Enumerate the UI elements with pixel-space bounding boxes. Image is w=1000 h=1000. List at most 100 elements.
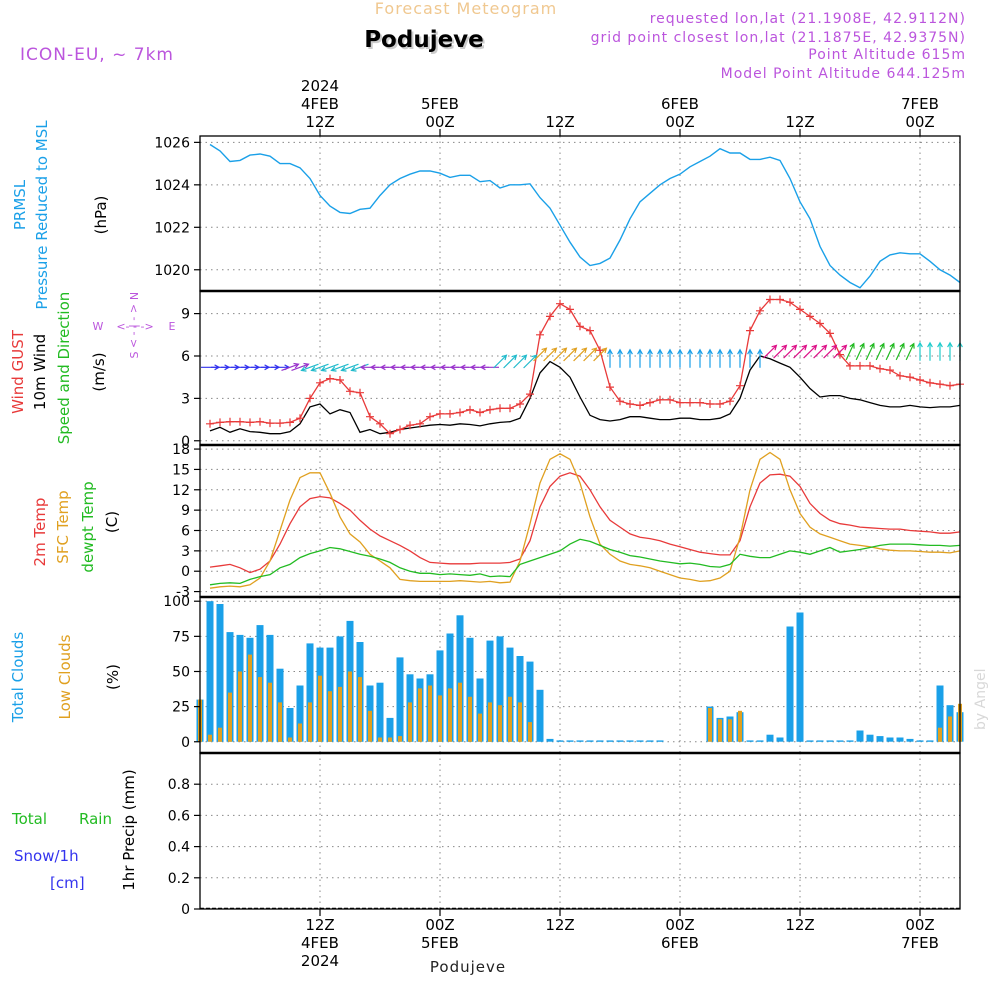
requested-coords: requested lon,lat (21.1908E, 42.9112N) [650,11,966,27]
gust-marker [526,390,534,399]
grid-lines [200,136,960,910]
gust-marker [946,381,954,390]
y-tick-label: 3 [181,391,190,407]
gust-marker [206,419,214,428]
low-cloud-bar [528,722,532,742]
x-tick-label-bottom: 5FEB [421,934,459,952]
panel-frame-temperature [199,444,961,598]
panel-frame-clouds [199,596,961,754]
total-cloud-bar [586,740,594,742]
total-cloud-bar [386,717,394,742]
wind-direction-arrow [845,342,855,361]
low-cloud-bar [368,710,372,742]
total-cloud-bar [896,737,904,742]
low-cloud-bar [708,708,712,742]
x-tick-label-top: 4FEB [301,95,339,113]
x-tick-label-bottom: 4FEB [301,934,339,952]
gust-marker [626,400,634,408]
total-cloud-bar [306,643,314,742]
gust-marker [386,429,394,438]
axis-labels: 10201022102410260369-3036912151802550751… [154,77,939,970]
gust-marker [476,408,484,417]
wind-direction-arrow [697,348,703,368]
watermark: by Angel [973,669,989,730]
gust-marker [436,409,444,418]
low-cloud-bar [308,702,312,742]
wind-direction-arrow [553,347,568,362]
y-tick-label: 0.4 [168,840,190,856]
gust-marker [286,418,294,427]
total-cloud-bar [876,736,884,742]
total-cloud-bar [636,740,644,742]
wind-direction-arrow [947,341,953,361]
total-cloud-bar [496,636,504,742]
x-tick-label-bottom: 00Z [905,916,934,934]
temp-2m-line [209,472,961,574]
x-tick-label-bottom: 12Z [305,916,334,934]
wind-direction-arrow [855,342,865,361]
wind-direction-arrow [917,341,923,361]
wind-direction-arrow [747,348,753,368]
wind-direction-arrow [793,344,808,359]
total-cloud-bar [476,678,484,742]
gust-marker [456,408,464,417]
low-cloud-bar [948,716,952,742]
wind-direction-arrow [300,363,319,372]
label-pressure-msl: Pressure Reduced to MSL [33,120,51,310]
y-tick-label: 9 [181,503,190,519]
gust-marker [906,373,914,382]
x-tick-label-bottom: 2024 [301,952,339,970]
label-total: Total [11,810,47,828]
low-cloud-bar [718,719,722,742]
total-cloud-bar [566,740,574,742]
total-cloud-bar [766,734,774,742]
x-tick-label-top: 00Z [665,113,694,131]
x-tick-label-top: 5FEB [421,95,459,113]
gust-marker [796,305,804,314]
low-cloud-bar [398,736,402,742]
wind-direction-arrow [657,348,663,368]
gust-marker [646,398,654,407]
x-tick-label-top: 7FEB [901,95,939,113]
gust-marker [806,312,814,321]
wind-direction-arrow [607,348,613,368]
gust-marker [326,374,334,383]
low-cloud-bar [458,682,462,742]
total-cloud-bar [606,740,614,742]
low-cloud-bar [208,734,212,742]
y-tick-label: 12 [172,483,190,499]
gust-marker [496,404,504,413]
total-cloud-bar [816,740,824,742]
title-top: Forecast Meteogram [375,0,557,18]
x-tick-label-bottom: 12Z [785,916,814,934]
total-cloud-bar [466,637,474,742]
y-tick-label: 0.2 [168,871,190,887]
low-cloud-bar [938,727,942,742]
grid-point-coords: grid point closest lon,lat (21.1875E, 42… [591,30,966,46]
y-tick-label: 75 [172,629,190,645]
wind-direction-arrow [647,348,653,368]
gust-marker [586,326,594,335]
gust-marker [506,404,514,413]
gust-marker [826,329,834,338]
gust-marker [336,376,344,384]
total-cloud-bar [906,738,914,742]
gust-marker [736,381,744,390]
total-cloud-bar [576,740,584,742]
y-tick-label: 6 [181,349,190,365]
label-speed-direction: Speed and Direction [55,292,73,445]
wind-direction-arrow [479,364,499,371]
gust-marker [926,378,934,387]
wind-direction-arrow [493,354,508,369]
gust-marker [816,319,824,328]
gust-marker [686,398,694,407]
total-cloud-bar [806,740,814,742]
total-cloud-bar [616,740,624,742]
gust-marker [606,383,614,392]
x-tick-label-top: 12Z [545,113,574,131]
wind-direction-arrow [823,344,838,359]
y-tick-label: 1020 [154,263,190,279]
point-altitude: Point Altitude 615m [808,47,966,63]
label-precip-mm: 1hr Precip (mm) [120,769,138,890]
wind-direction-arrow [617,348,623,368]
